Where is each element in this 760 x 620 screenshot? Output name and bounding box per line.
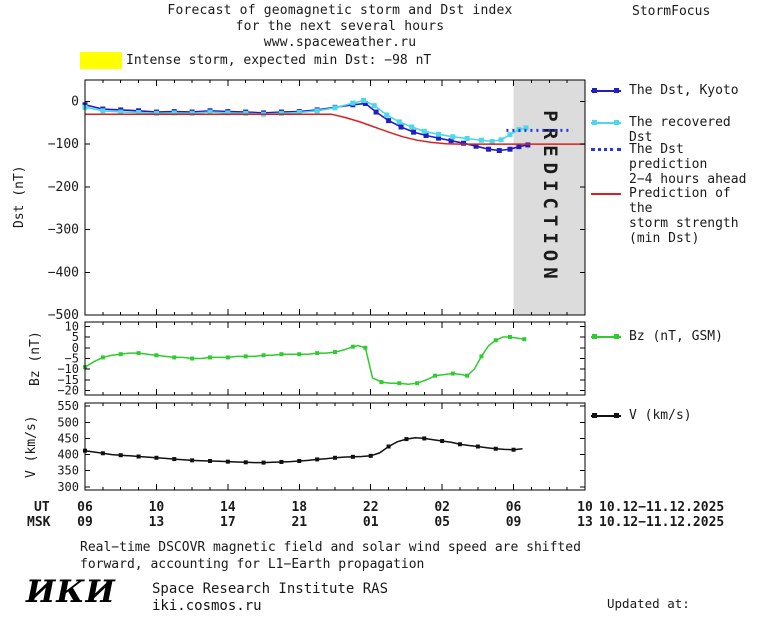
institute-name: Space Research Institute RAS xyxy=(152,581,389,597)
legend-dst-kyoto: The Dst, Kyoto xyxy=(591,83,739,98)
ut-tick-label: 10 xyxy=(577,500,593,515)
series-solar-wind-speed xyxy=(83,436,523,465)
title-line1: Forecast of geomagnetic storm and Dst in… xyxy=(167,3,513,18)
ut-tick-label: 10 xyxy=(148,500,165,515)
alert-highlight-swatch xyxy=(80,52,122,69)
ut-dates: 10.12−11.12.2025 xyxy=(599,500,725,515)
footnote: Real−time DSCOVR magnetic field and sola… xyxy=(80,539,581,573)
legend-recovered-dst: The recovered Dst xyxy=(591,115,760,145)
legend-swatch-dst-prediction xyxy=(591,144,621,157)
ut-tick-label: 22 xyxy=(362,500,379,515)
prediction-band xyxy=(513,80,585,315)
y-tick-label: 550 xyxy=(57,399,79,413)
legend-label: Bz (nT, GSM) xyxy=(629,329,723,344)
y-tick-label: 10 xyxy=(65,319,79,333)
brand-stormfocus: StormFocus xyxy=(632,4,711,19)
y-tick-label: 0 xyxy=(71,94,79,109)
y-tick-label: 300 xyxy=(57,480,79,494)
ut-tick-label: 18 xyxy=(291,500,308,515)
legend-label: storm strength xyxy=(629,216,739,231)
dst-panel: PREDICTION 0 −100 −200 −300 −400 −500 xyxy=(48,79,586,323)
legend-label: V (km/s) xyxy=(629,408,692,423)
msk-tick-label: 21 xyxy=(291,515,308,530)
y-tick-label: −300 xyxy=(48,223,79,238)
ut-label: UT xyxy=(34,500,50,515)
msk-tick-label: 05 xyxy=(434,515,450,530)
ut-tick-label: 06 xyxy=(77,500,93,515)
legend-label: The Dst prediction xyxy=(629,142,708,172)
y-tick-label: −100 xyxy=(48,137,79,152)
legend-label: (min Dst) xyxy=(629,231,700,246)
y-tick-label: 0 xyxy=(72,341,79,355)
title-line2: for the next several hours xyxy=(235,19,445,34)
legend-label: 2−4 hours ahead xyxy=(629,172,747,187)
updated-block: Updated at: UT 06:05, 11.12.2025 MSK 09:… xyxy=(597,564,755,620)
msk-label: MSK xyxy=(27,515,51,530)
ylabel-v: V (km/s) xyxy=(24,415,39,478)
v-panel: 550 500 450 400 350 300 xyxy=(57,399,586,494)
prediction-band-label: PREDICTION xyxy=(539,110,561,284)
legend-label: The Dst, Kyoto xyxy=(629,83,739,98)
series-storm-strength-prediction xyxy=(85,113,585,145)
legend-bz: Bz (nT, GSM) xyxy=(591,329,723,344)
y-tick-label: 500 xyxy=(57,415,79,429)
msk-tick-label: 13 xyxy=(148,515,165,530)
msk-tick-label: 01 xyxy=(362,515,379,530)
legend-swatch-dst-kyoto xyxy=(591,85,621,98)
y-tick-label: −15 xyxy=(57,373,79,387)
y-tick-label: −5 xyxy=(65,352,79,366)
y-tick-label: −20 xyxy=(57,384,79,398)
y-tick-label: −200 xyxy=(48,180,79,195)
legend-label: Prediction of the xyxy=(629,186,731,216)
legend-dst-prediction: The Dst prediction 2−4 hours ahead xyxy=(591,142,760,187)
msk-tick-label: 09 xyxy=(77,515,93,530)
y-tick-label: 450 xyxy=(57,431,79,445)
storm-alert: Intense storm, expected min Dst: −98 nT xyxy=(80,52,431,69)
legend-swatch-bz xyxy=(591,331,621,344)
xaxis-msk-row: MSK 10.12−11.12.2025 09 13 17 21 01 05 09 13 xyxy=(0,515,760,531)
ut-tick-label: 02 xyxy=(434,500,450,515)
msk-tick-label: 13 xyxy=(577,515,593,530)
ylabel-dst: Dst (nT) xyxy=(12,165,27,228)
legend-swatch-recovered-dst xyxy=(591,117,621,130)
legend-storm-strength: Prediction of the storm strength (min Ds… xyxy=(591,186,760,246)
y-tick-label: 400 xyxy=(57,448,79,462)
updated-title: Updated at: xyxy=(607,596,690,611)
iki-logo: ИКИ xyxy=(26,574,116,610)
y-tick-label: −10 xyxy=(57,362,79,376)
legend-label: The recovered Dst xyxy=(629,115,731,145)
series-recovered-dst xyxy=(82,98,529,145)
y-tick-label: −500 xyxy=(48,308,79,323)
msk-tick-label: 17 xyxy=(220,515,236,530)
site-link[interactable]: www.spaceweather.ru xyxy=(263,35,417,50)
institute-url[interactable]: iki.cosmos.ru xyxy=(152,598,262,614)
ut-tick-label: 14 xyxy=(220,500,236,515)
series-dst-kyoto xyxy=(82,101,531,153)
alert-text: Intense storm, expected min Dst: −98 nT xyxy=(126,53,432,68)
series-bz-gsm xyxy=(83,335,527,386)
y-tick-label: 5 xyxy=(72,330,79,344)
msk-tick-label: 09 xyxy=(505,515,522,530)
legend-v: V (km/s) xyxy=(591,408,692,423)
title-block: Forecast of geomagnetic storm and Dst in… xyxy=(60,3,620,51)
legend-swatch-storm-strength xyxy=(591,188,621,201)
chart-canvas: PREDICTION0−100−200−300−400−5001050−5−10… xyxy=(48,79,586,494)
y-tick-label: −400 xyxy=(48,265,79,280)
ut-tick-label: 06 xyxy=(505,500,522,515)
ylabel-bz: Bz (nT) xyxy=(28,331,43,386)
y-tick-label: 350 xyxy=(57,464,79,478)
footnote-line1: Real−time DSCOVR magnetic field and sola… xyxy=(80,540,581,555)
msk-dates: 10.12−11.12.2025 xyxy=(599,515,725,530)
footnote-line2: forward, accounting for L1−Earth propaga… xyxy=(80,557,425,572)
legend-swatch-v xyxy=(591,410,621,423)
xaxis-ut-row: UT 10.12−11.12.2025 06 10 14 18 22 02 06 10 xyxy=(0,500,760,516)
